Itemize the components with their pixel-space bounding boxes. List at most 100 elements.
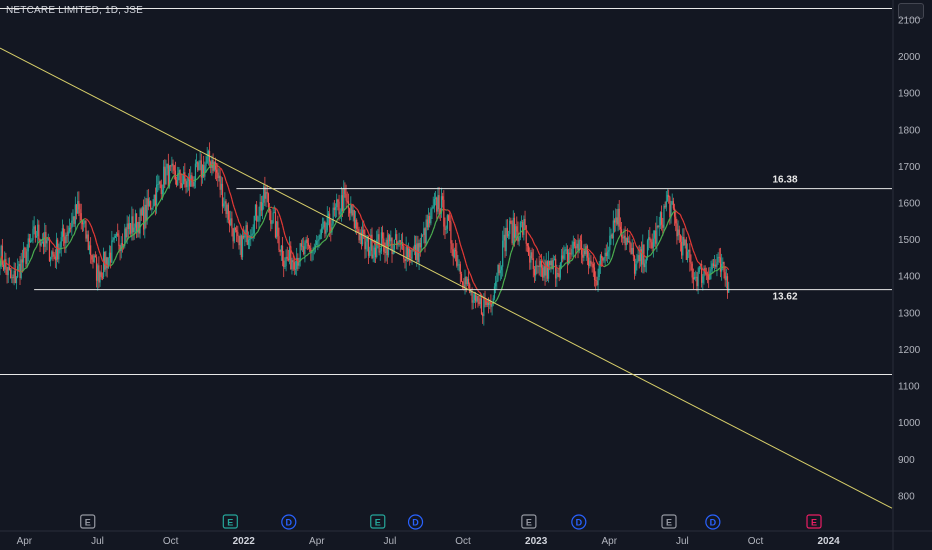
earnings-marker-icon[interactable]: E [222, 514, 238, 529]
candle-body [276, 221, 278, 238]
moving-average-segment [577, 249, 580, 252]
moving-average-segment [389, 244, 392, 247]
moving-average-segment [19, 270, 22, 273]
candle-body [305, 239, 307, 243]
candle-body [334, 207, 337, 211]
moving-average-segment [189, 178, 192, 181]
candle-body [562, 255, 564, 259]
moving-average-segment [528, 233, 531, 236]
moving-average-segment [75, 225, 79, 229]
candle-body [586, 246, 589, 258]
moving-average-segment [342, 210, 345, 214]
candle-body [629, 240, 631, 244]
candle-body [472, 300, 474, 303]
trendline [0, 47, 893, 509]
x-tick-label: 2023 [525, 536, 548, 547]
moving-average-segment [112, 260, 115, 264]
candle-body [512, 217, 514, 244]
moving-average-segment [193, 179, 196, 182]
candle-body [344, 188, 346, 194]
moving-average-segment [267, 207, 271, 210]
candle-body [4, 259, 6, 270]
dividend-marker-icon[interactable]: D [571, 514, 587, 530]
moving-average-segment [460, 247, 464, 252]
candle-body [666, 194, 669, 201]
candle-body [185, 181, 187, 188]
candle-body [336, 199, 338, 208]
candle-body [78, 201, 80, 210]
dividend-marker-icon[interactable]: D [407, 514, 424, 530]
candle-body [487, 301, 490, 305]
moving-average-segment [637, 248, 640, 251]
candle-body [379, 251, 381, 253]
candle-body [522, 222, 524, 235]
candle-body [439, 209, 441, 214]
candle-body [148, 201, 151, 207]
candle-body [690, 262, 692, 264]
candle-body [701, 264, 703, 283]
candle-body [251, 233, 253, 236]
candle-body [258, 216, 260, 221]
dividend-marker-icon[interactable]: D [281, 514, 297, 530]
dividend-marker-icon[interactable]: D [705, 514, 721, 530]
candle-body [271, 223, 273, 225]
moving-average-segment [144, 220, 147, 223]
candle-body [578, 240, 580, 251]
moving-average-segment [662, 231, 665, 235]
moving-average-segment [154, 206, 158, 211]
moving-average-segment [103, 261, 106, 265]
candle-body [133, 227, 135, 233]
moving-average-segment [185, 175, 188, 178]
moving-average-segment [404, 244, 407, 247]
moving-average-segment [18, 270, 21, 273]
moving-average-segment [114, 255, 118, 259]
candle-body [92, 259, 94, 262]
earnings-marker-icon[interactable]: E [370, 514, 386, 529]
earnings-marker-icon[interactable]: E [521, 514, 537, 529]
earnings-marker-icon[interactable]: E [806, 514, 822, 529]
candle-body [609, 235, 611, 251]
candle-body [603, 257, 605, 261]
candle-body [31, 239, 33, 241]
y-tick-label: 1200 [898, 345, 921, 356]
candle-body [383, 238, 385, 252]
candle-body [526, 243, 529, 246]
candle-body [244, 232, 246, 238]
candle-body [13, 270, 15, 278]
candle-body [635, 264, 637, 274]
candle-body [191, 175, 193, 182]
moving-average-segment [373, 242, 377, 245]
moving-average-segment [556, 267, 559, 269]
earnings-marker-icon[interactable]: E [80, 514, 96, 529]
moving-average-segment [455, 227, 458, 232]
moving-average-segment [490, 302, 493, 305]
candle-body [217, 172, 219, 179]
candle-body [579, 240, 581, 242]
moving-average-segment [561, 265, 564, 268]
candle-body [500, 266, 503, 271]
candle-body [172, 163, 174, 166]
moving-average-segment [471, 278, 474, 283]
candle-body [94, 255, 96, 258]
x-tick-label: Oct [455, 536, 471, 547]
candle-body [233, 227, 235, 242]
candle-body [316, 240, 318, 246]
moving-average-segment [68, 240, 72, 244]
moving-average-segment [477, 290, 480, 293]
svg-text:D: D [710, 518, 717, 528]
moving-average-segment [670, 214, 673, 217]
candle-body [216, 169, 218, 173]
earnings-marker-icon[interactable]: E [661, 514, 677, 529]
moving-average-segment [215, 164, 217, 166]
candle-body [442, 196, 444, 200]
candle-body [725, 276, 727, 281]
candle-body [485, 300, 487, 305]
candle-body [658, 225, 660, 227]
candle-body [11, 277, 13, 279]
moving-average-segment [30, 257, 33, 260]
price-scale-control-button[interactable] [898, 3, 924, 19]
candle-body [24, 248, 26, 250]
candle-body [95, 257, 98, 281]
candle-body [350, 204, 352, 214]
